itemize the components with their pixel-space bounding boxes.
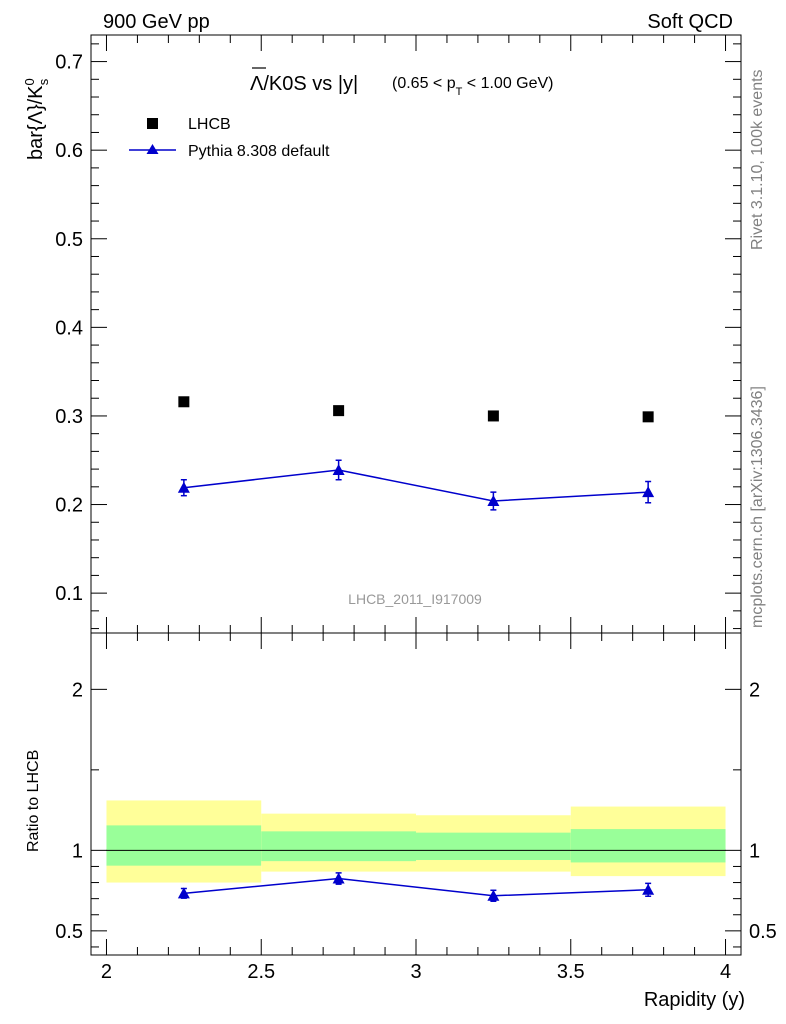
legend-mc-marker <box>146 144 159 154</box>
ratio-frame <box>90 632 742 956</box>
mc-point <box>332 463 345 475</box>
ratio-mc-point <box>487 889 500 901</box>
main-y-tick-label: 0.2 <box>55 495 83 517</box>
x-tick-label: 3 <box>410 961 421 983</box>
main-y-tick-label: 0.4 <box>55 317 83 339</box>
main-y-tick-label: 0.6 <box>55 140 83 162</box>
ratio-x-ticks: 2 2.5 3 3.5 4 <box>101 633 731 983</box>
ratio-mc-point <box>332 872 345 884</box>
data-point <box>642 411 654 423</box>
data-point <box>333 405 345 417</box>
legend-data-marker <box>147 118 158 129</box>
main-title: Λ/K0S vs |y| <box>250 73 358 95</box>
ratio-y-tick-label-left: 0.5 <box>55 921 83 943</box>
main-y-ticks: 0.1 0.2 0.3 0.4 0.5 0.6 0.7 <box>55 43 741 630</box>
mc-point <box>487 494 500 506</box>
ratio-mc-line <box>183 877 649 897</box>
main-y-tick-label: 0.3 <box>55 406 83 428</box>
x-axis-label: Rapidity (y) <box>644 989 745 1011</box>
ratio-marks <box>177 872 655 902</box>
ratio-band-inner <box>570 829 726 863</box>
rivet-label: Rivet 3.1.10, 100k events <box>749 69 766 250</box>
ratio-panel: 0.5 0.5 1 1 2 2 2 2.5 3 3.5 4 Ratio to LHCB Rapid… <box>25 632 777 1011</box>
x-tick-label: 2.5 <box>247 961 275 983</box>
ratio-y-tick-label-right: 1 <box>749 840 760 862</box>
header-right: Soft QCD <box>647 11 733 33</box>
ratio-band-inner <box>106 825 262 866</box>
ratio-bands <box>106 800 726 883</box>
ratio-y-tick-label-right: 2 <box>749 679 760 701</box>
ratio-mc-point <box>177 887 190 899</box>
header-left: 900 GeV pp <box>103 11 210 33</box>
ratio-band-inner <box>416 832 571 861</box>
main-panel: 0.1 0.2 0.3 0.4 0.5 0.6 0.7 bar{Λ}/K0s Λ/K0S v… <box>22 34 742 634</box>
legend-mc-label: Pythia 8.308 default <box>188 143 330 160</box>
main-title-cut: (0.65 < pT < 1.00 GeV) <box>392 75 554 98</box>
main-marks <box>177 396 655 511</box>
ratio-y-tick-label-right: 0.5 <box>749 921 777 943</box>
ratio-y-ticks: 0.5 0.5 1 1 2 2 <box>55 679 777 948</box>
ratio-mc-point <box>642 883 655 895</box>
main-y-tick-label: 0.5 <box>55 229 83 251</box>
main-ylabel: bar{Λ}/K0s <box>22 78 51 160</box>
legend-data-label: LHCB <box>188 116 231 133</box>
main-x-ticks <box>105 35 727 633</box>
mc-series-line <box>183 469 649 502</box>
mc-point <box>177 481 190 493</box>
main-y-tick-label: 0.7 <box>55 52 83 74</box>
mc-point <box>642 486 655 498</box>
x-tick-label: 4 <box>720 961 731 983</box>
analysis-watermark: LHCB_2011_I917009 <box>348 591 482 607</box>
main-y-tick-label: 0.1 <box>55 583 83 605</box>
ratio-y-tick-label-left: 1 <box>72 840 83 862</box>
data-point <box>487 410 499 422</box>
x-tick-label: 3.5 <box>557 961 585 983</box>
ratio-ylabel: Ratio to LHCB <box>25 750 42 852</box>
ratio-y-tick-label-left: 2 <box>72 679 83 701</box>
data-point <box>178 396 190 408</box>
mcplots-label: mcplots.cern.ch [arXiv:1306.3436] <box>749 386 766 628</box>
x-tick-label: 2 <box>101 961 112 983</box>
ratio-band-inner <box>261 831 416 862</box>
